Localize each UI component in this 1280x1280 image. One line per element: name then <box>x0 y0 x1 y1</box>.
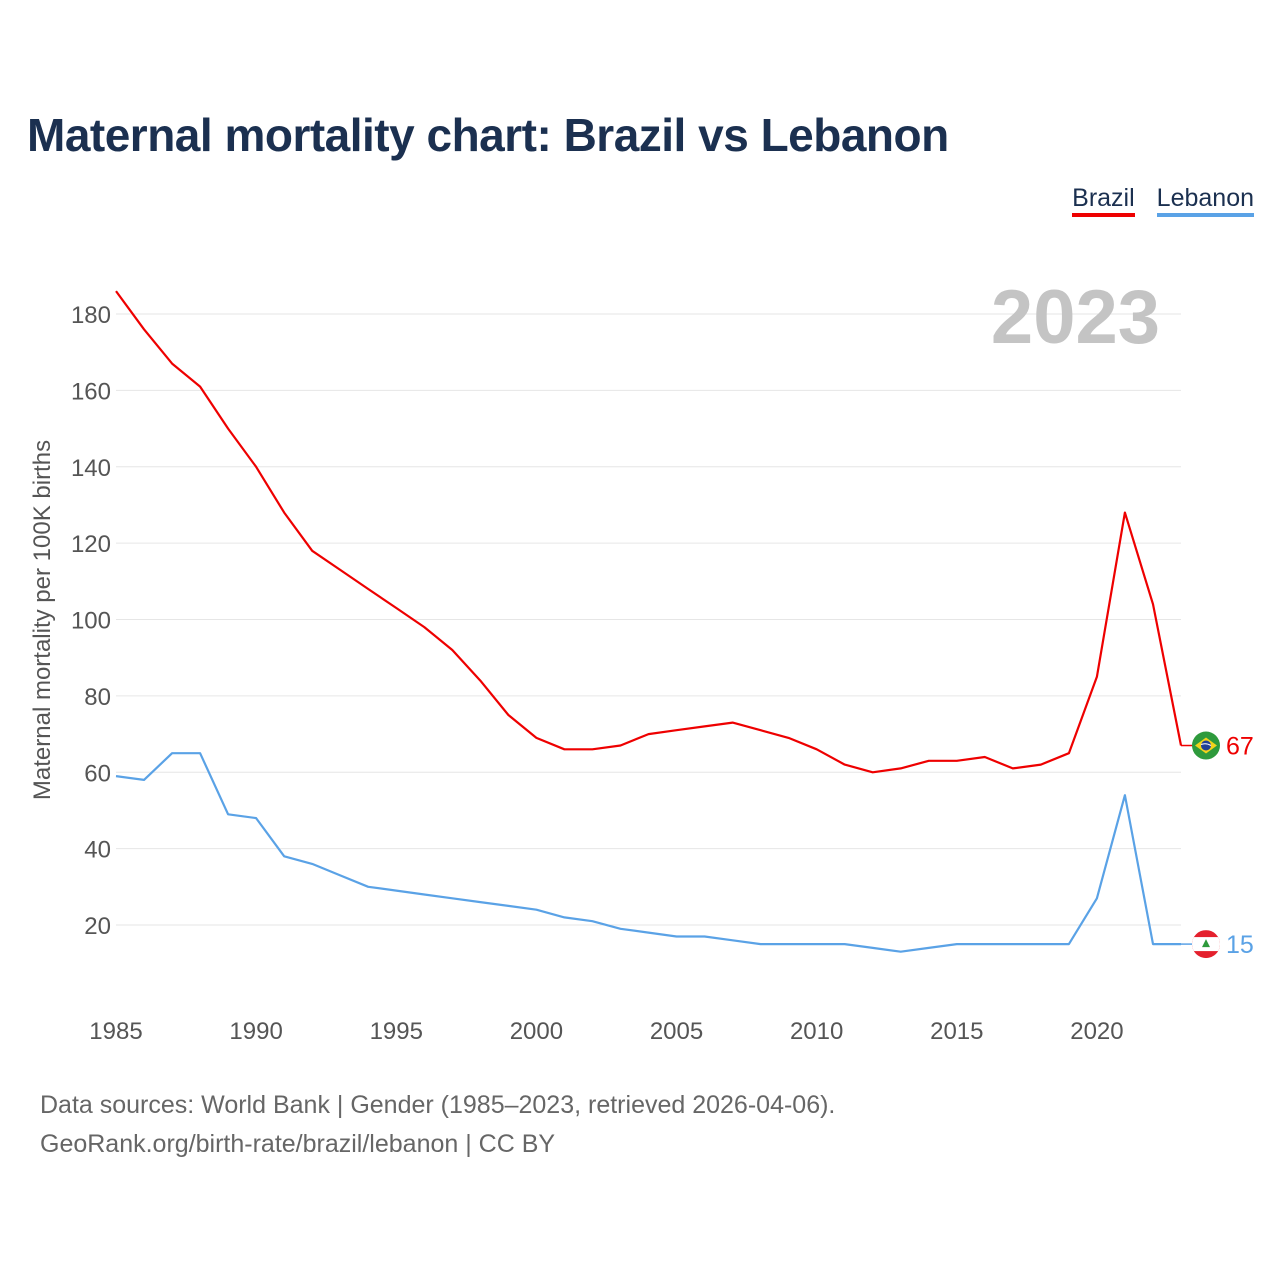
x-tick-label-1990: 1990 <box>229 1018 282 1045</box>
series-line-brazil[interactable] <box>115 290 1183 774</box>
y-tick-label-160: 160 <box>71 378 111 405</box>
legend-item-brazil[interactable]: Brazil <box>1072 184 1135 217</box>
legend-item-lebanon[interactable]: Lebanon <box>1156 184 1254 217</box>
series-line-lebanon[interactable] <box>115 752 1181 953</box>
y-tick-label-40: 40 <box>84 837 111 864</box>
y-tick-label-140: 140 <box>71 455 111 482</box>
data-source-text: Data sources: World Bank | Gender (1985–… <box>40 1091 836 1119</box>
x-tick-label-1985: 1985 <box>89 1018 142 1045</box>
end-value-label-lebanon: 15 <box>1226 931 1254 959</box>
y-tick-label-180: 180 <box>71 302 111 329</box>
x-tick-label-2015: 2015 <box>930 1018 983 1045</box>
y-axis-label: Maternal mortality per 100K births <box>29 440 56 800</box>
legend: Brazil Lebanon <box>1072 184 1254 217</box>
x-tick-label-2020: 2020 <box>1070 1018 1123 1045</box>
lebanon-flag-icon <box>1192 930 1220 959</box>
attribution-text: GeoRank.org/birth-rate/brazil/lebanon | … <box>40 1130 556 1158</box>
x-tick-label-2000: 2000 <box>510 1018 563 1045</box>
y-tick-label-20: 20 <box>84 913 111 940</box>
x-tick-label-1995: 1995 <box>370 1018 423 1045</box>
y-tick-label-120: 120 <box>71 531 111 558</box>
y-tick-label-60: 60 <box>84 760 111 787</box>
brazil-flag-icon <box>1192 731 1220 760</box>
x-tick-label-2005: 2005 <box>650 1018 703 1045</box>
end-value-label-brazil: 67 <box>1226 733 1254 761</box>
year-label: 2023 <box>991 275 1160 360</box>
footer: Data sources: World Bank | Gender (1985–… <box>40 1086 835 1164</box>
y-tick-label-100: 100 <box>71 608 111 635</box>
y-tick-label-80: 80 <box>84 684 111 711</box>
x-tick-label-2010: 2010 <box>790 1018 843 1045</box>
chart-title: Maternal mortality chart: Brazil vs Leba… <box>27 109 949 161</box>
